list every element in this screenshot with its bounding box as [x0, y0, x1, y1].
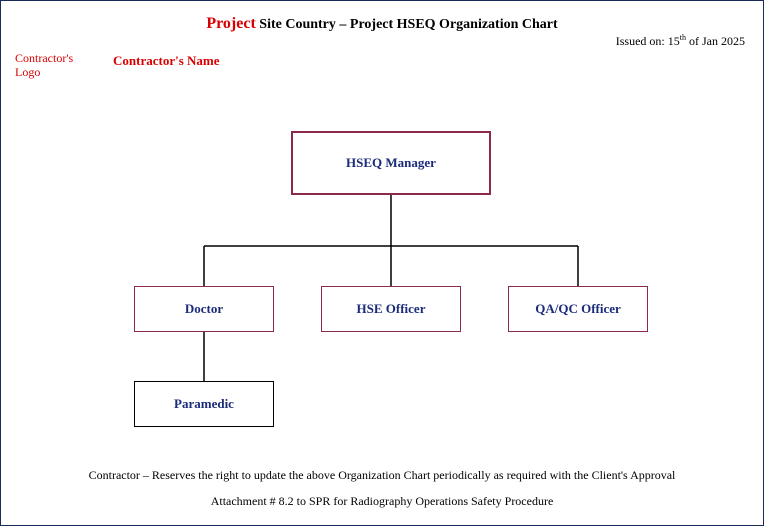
page: Project Site Country – Project HSEQ Orga…: [0, 0, 764, 526]
org-chart: HSEQ Manager Doctor HSE Officer QA/QC Offic…: [1, 121, 763, 441]
contractor-logo-placeholder: Contractor's Logo: [15, 51, 95, 80]
title-rest: Site Country – Project HSEQ Organization…: [259, 17, 557, 32]
footer-attachment: Attachment # 8.2 to SPR for Radiography …: [1, 494, 763, 509]
org-node-qa: QA/QC Officer: [508, 286, 648, 332]
org-node-doc: Doctor: [134, 286, 274, 332]
footer-disclaimer: Contractor – Reserves the right to updat…: [1, 468, 763, 483]
issued-day: 15: [668, 34, 680, 48]
org-node-para: Paramedic: [134, 381, 274, 427]
page-title: Project Site Country – Project HSEQ Orga…: [1, 15, 763, 33]
contractor-name: Contractor's Name: [113, 53, 220, 69]
issued-label: Issued on:: [616, 34, 668, 48]
org-node-hse: HSE Officer: [321, 286, 461, 332]
org-node-mgr: HSEQ Manager: [291, 131, 491, 195]
title-prefix: Project: [206, 15, 255, 32]
issued-rest: of Jan 2025: [686, 34, 745, 48]
issued-on: Issued on: 15th of Jan 2025: [616, 33, 745, 49]
